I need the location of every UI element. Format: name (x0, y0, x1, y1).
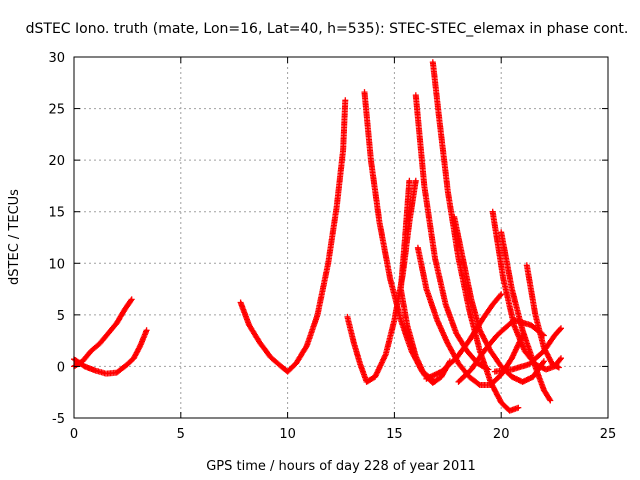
data-series (71, 296, 135, 370)
y-axis-label: dSTEC / TECUs (7, 189, 22, 285)
y-tick-label: 15 (48, 206, 65, 221)
y-tick-labels: -5 0 5 10 15 20 25 30 (48, 51, 65, 427)
plus-markers (71, 327, 150, 377)
data-marks (71, 59, 564, 414)
data-series (361, 89, 436, 383)
data-series (498, 229, 554, 404)
data-series (423, 291, 505, 382)
x-tick-label: 0 (70, 427, 78, 442)
axis-ticks (73, 56, 609, 419)
x-tick-label: 5 (177, 427, 185, 442)
data-series (414, 244, 526, 388)
x-tick-label: 25 (600, 427, 617, 442)
plot-frame (73, 56, 609, 419)
plus-markers (71, 296, 135, 370)
plus-markers (523, 262, 562, 371)
y-tick-label: 0 (57, 360, 65, 375)
plus-markers (412, 92, 492, 373)
plus-markers (455, 317, 547, 385)
x-tick-label: 20 (493, 427, 510, 442)
plus-markers (361, 89, 436, 383)
x-axis-label: GPS time / hours of day 228 of year 2011 (206, 459, 476, 474)
plus-markers (397, 177, 453, 386)
y-tick-label: 5 (57, 309, 65, 324)
y-tick-label: 20 (48, 154, 65, 169)
chart-title: dSTEC Iono. truth (mate, Lon=16, Lat=40,… (26, 21, 629, 37)
x-tick-label: 10 (279, 427, 296, 442)
data-series (455, 317, 547, 385)
plus-markers (423, 291, 505, 382)
plus-markers (414, 244, 526, 388)
plus-markers (498, 229, 554, 404)
data-series (237, 97, 349, 375)
data-series (71, 327, 150, 377)
data-series (523, 262, 562, 371)
x-tick-label: 15 (386, 427, 403, 442)
y-tick-label: 25 (48, 103, 65, 118)
plus-markers (237, 97, 349, 375)
y-tick-label: -5 (52, 412, 65, 427)
y-tick-label: 10 (48, 257, 65, 272)
x-tick-labels: 0 5 10 15 20 25 (70, 427, 616, 442)
data-series (397, 177, 453, 386)
data-series (412, 92, 492, 373)
plus-markers (451, 213, 547, 385)
data-series (451, 213, 547, 385)
y-tick-label: 30 (48, 51, 65, 66)
